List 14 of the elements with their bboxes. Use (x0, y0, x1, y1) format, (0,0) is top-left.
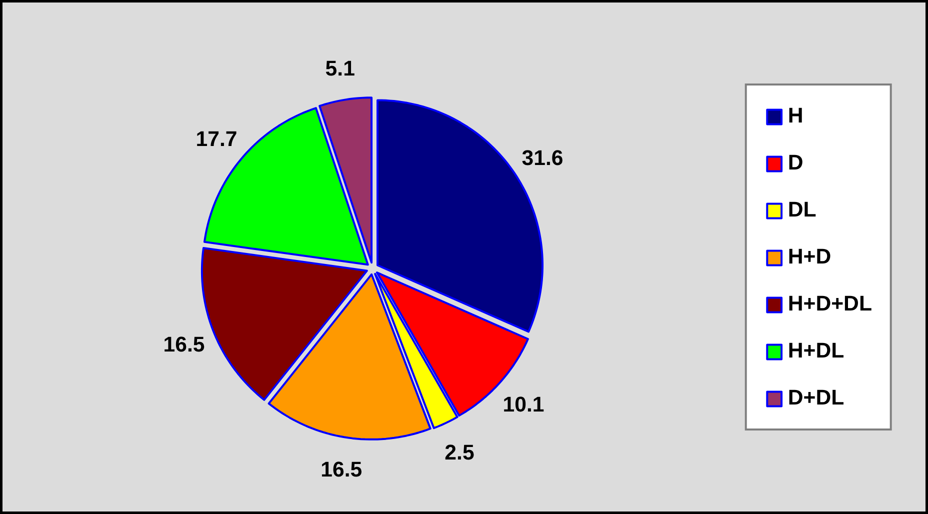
data-label: 17.7 (196, 127, 238, 152)
legend-label: H+DL (788, 338, 844, 364)
legend-label: D+DL (788, 386, 844, 410)
data-label: 10.1 (502, 392, 544, 417)
data-label: 5.1 (325, 56, 356, 81)
legend-label: H (788, 104, 804, 128)
legend-label: DL (788, 198, 816, 222)
legend-label: H+D (788, 244, 832, 270)
legend-label: H+D+DL (788, 292, 872, 316)
data-label: 2.5 (444, 440, 474, 464)
data-label: 16.5 (163, 332, 205, 356)
data-label: 31.6 (522, 146, 564, 170)
legend-label: D (788, 150, 804, 176)
data-label: 16.5 (320, 458, 362, 482)
